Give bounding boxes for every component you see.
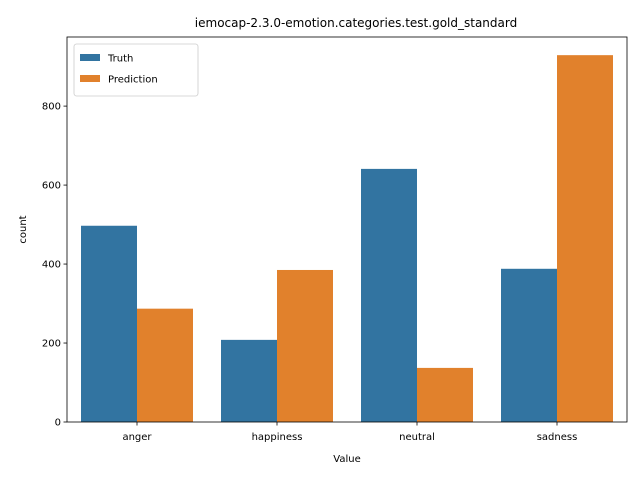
x-axis-label: Value [333,454,360,465]
legend-frame [73,43,199,97]
bars-group [81,55,613,422]
bar-prediction-anger [137,308,193,422]
bar-truth-happiness [221,339,277,422]
bar-prediction-neutral [417,367,473,422]
bar-truth-anger [81,225,137,422]
y-tick-label: 600 [42,181,61,192]
legend: Truth Prediction [73,43,199,97]
plot-frame [66,36,628,423]
x-tick-label-anger: anger [122,432,152,443]
legend-label-truth: Truth [107,54,133,65]
chart-title: iemocap-2.3.0-emotion.categories.test.go… [195,16,517,30]
y-axis: 0 200 400 600 800 [42,102,67,429]
bar-truth-neutral [361,168,417,422]
x-tick-label-sadness: sadness [537,432,578,443]
x-tick-label-happiness: happiness [252,432,303,443]
bar-prediction-sadness [557,55,613,422]
bar-prediction-happiness [277,269,333,422]
y-tick-label: 200 [42,339,61,350]
x-tick-label-neutral: neutral [399,432,435,443]
y-tick-label: 400 [42,260,61,271]
legend-swatch-prediction [80,75,100,82]
legend-label-prediction: Prediction [108,75,158,86]
y-axis-label: count [18,215,29,243]
bar-truth-sadness [501,268,557,422]
y-tick-label: 800 [42,102,61,113]
legend-swatch-truth [80,54,100,61]
y-tick-label: 0 [55,418,61,429]
x-axis: anger happiness neutral sadness [122,422,577,443]
